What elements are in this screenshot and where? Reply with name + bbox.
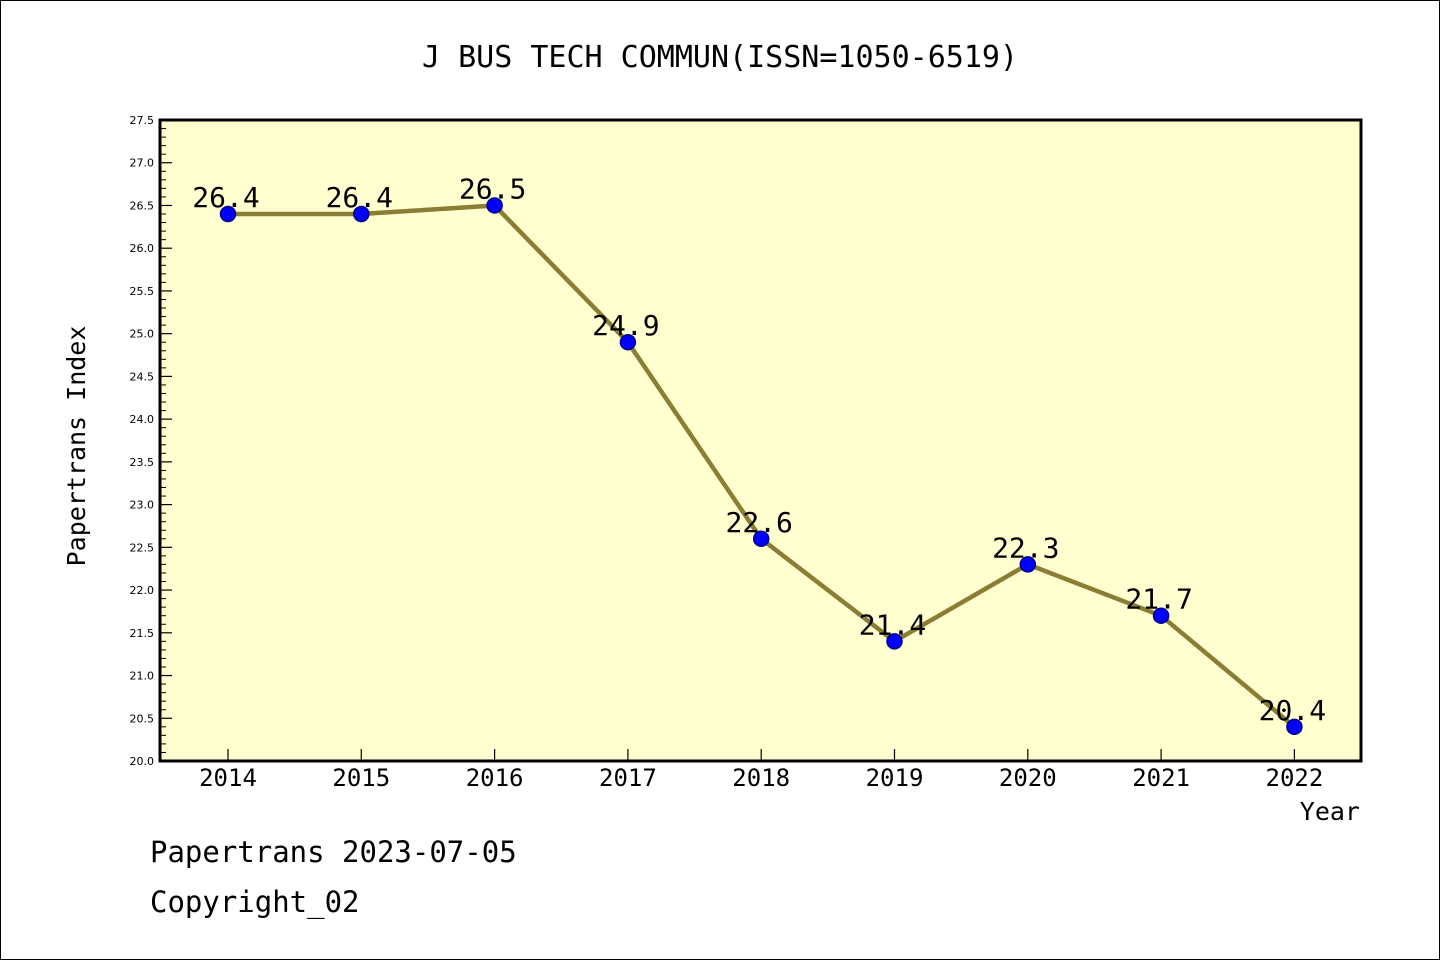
data-label: 24.9 <box>592 309 659 342</box>
date-stamp: Papertrans 2023-07-05 <box>150 835 517 869</box>
y-tick-label: 21.0 <box>130 670 155 683</box>
y-tick-label: 22.0 <box>130 584 155 597</box>
x-tick-label: 2019 <box>866 764 924 792</box>
y-tick-label: 25.0 <box>130 328 155 341</box>
x-tick-label: 2021 <box>1132 764 1190 792</box>
data-labels: 26.4 26.4 26.5 24.9 22.6 21.4 22.3 21.7 20.4 <box>192 172 1326 726</box>
x-tick-label: 2018 <box>732 764 790 792</box>
data-point <box>486 197 503 214</box>
data-point <box>752 530 770 548</box>
y-tick-label: 20.0 <box>130 755 155 768</box>
y-tick-label: 23.0 <box>130 499 155 512</box>
data-label: 22.3 <box>992 531 1059 564</box>
data-point <box>619 333 637 351</box>
y-tick-label: 26.0 <box>130 242 155 255</box>
data-point <box>353 205 370 223</box>
y-axis: 20.0 20.5 21.0 21.5 22.0 22.5 23.0 23.5 24.0 24.5… <box>130 114 172 768</box>
data-label: 26.4 <box>192 181 259 214</box>
data-point <box>886 633 903 650</box>
data-point <box>219 205 237 223</box>
y-tick-label: 23.5 <box>130 456 155 469</box>
x-tick-label: 2017 <box>599 764 657 792</box>
data-point <box>1286 718 1303 736</box>
data-label: 22.6 <box>725 506 792 539</box>
x-tick-label: 2015 <box>332 764 390 792</box>
x-tick-label: 2022 <box>1266 764 1324 792</box>
data-label: 21.7 <box>1125 583 1192 616</box>
x-axis: 2014 2015 2016 2017 2018 2019 2020 2021 2022 <box>199 749 1323 792</box>
y-tick-label: 25.5 <box>130 285 155 298</box>
y-tick-label: 27.0 <box>130 157 155 170</box>
y-tick-label: 26.5 <box>130 199 155 212</box>
data-point <box>1152 607 1170 624</box>
y-tick-label: 22.5 <box>130 541 155 554</box>
y-axis-label: Papertrans Index <box>62 326 91 567</box>
data-markers <box>219 197 1303 736</box>
y-tick-label: 20.5 <box>130 712 155 725</box>
data-label: 26.5 <box>459 172 526 205</box>
y-tick-label: 24.0 <box>130 413 155 426</box>
x-tick-label: 2014 <box>199 764 257 792</box>
y-tick-label: 24.5 <box>130 370 155 383</box>
y-tick-label: 21.5 <box>130 627 155 640</box>
y-tick-label: 27.5 <box>130 114 155 127</box>
data-point <box>1019 556 1037 573</box>
data-label: 21.4 <box>859 608 926 641</box>
copyright-text: Copyright_02 <box>150 885 360 919</box>
data-label: 20.4 <box>1259 694 1326 727</box>
x-axis-label: Year <box>1300 797 1360 826</box>
data-label: 26.4 <box>326 181 393 214</box>
chart-title: J BUS TECH COMMUN(ISSN=1050-6519) <box>422 40 1018 75</box>
x-tick-label: 2020 <box>999 764 1057 792</box>
x-tick-label: 2016 <box>466 764 524 792</box>
plot-area <box>158 118 1363 763</box>
